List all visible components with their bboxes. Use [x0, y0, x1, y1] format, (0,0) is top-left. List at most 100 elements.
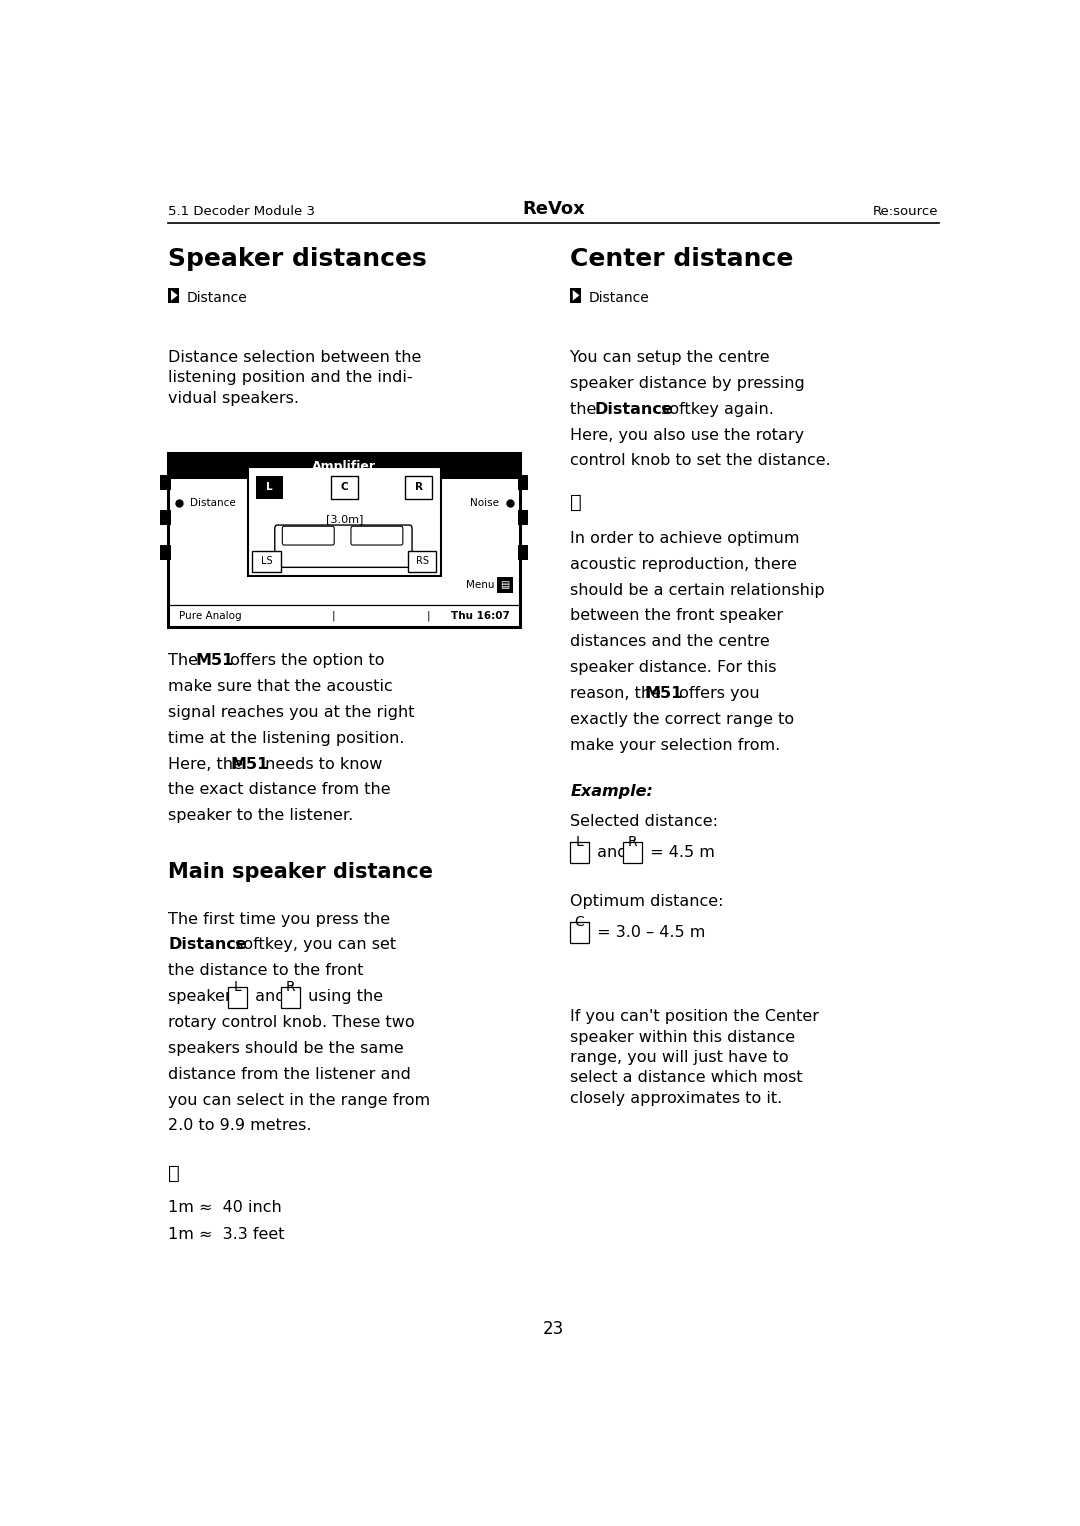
- FancyBboxPatch shape: [408, 551, 436, 572]
- Text: = 3.0 – 4.5 m: = 3.0 – 4.5 m: [592, 925, 705, 940]
- Text: [3.0m]: [3.0m]: [325, 514, 363, 525]
- Text: using the: using the: [303, 989, 383, 1004]
- Text: 1m ≈  3.3 feet: 1m ≈ 3.3 feet: [168, 1227, 285, 1242]
- Text: Distance: Distance: [190, 497, 237, 508]
- Text: LS: LS: [260, 557, 272, 566]
- FancyBboxPatch shape: [168, 288, 179, 304]
- Text: offers the option to: offers the option to: [226, 653, 384, 668]
- Text: ▤: ▤: [500, 580, 510, 591]
- FancyBboxPatch shape: [623, 842, 642, 864]
- Text: C: C: [575, 916, 584, 929]
- Text: Thu 16:07: Thu 16:07: [451, 610, 510, 621]
- FancyBboxPatch shape: [253, 551, 281, 572]
- Text: Amplifier: Amplifier: [312, 459, 376, 473]
- Text: ⓘ: ⓘ: [570, 493, 582, 513]
- FancyBboxPatch shape: [160, 510, 171, 525]
- Text: Optimum distance:: Optimum distance:: [570, 894, 724, 909]
- Text: ⓘ: ⓘ: [168, 1164, 180, 1183]
- Text: Menu: Menu: [467, 580, 495, 591]
- Text: You can setup the centre: You can setup the centre: [570, 349, 770, 365]
- Text: Here, the: Here, the: [168, 757, 248, 772]
- Text: Center distance: Center distance: [570, 247, 794, 270]
- Text: distance from the listener and: distance from the listener and: [168, 1067, 411, 1082]
- Text: softkey, you can set: softkey, you can set: [230, 937, 395, 952]
- Text: signal reaches you at the right: signal reaches you at the right: [168, 705, 415, 720]
- Text: speaker distance. For this: speaker distance. For this: [570, 661, 777, 674]
- Text: softkey again.: softkey again.: [656, 401, 773, 417]
- Text: R: R: [286, 980, 296, 993]
- Text: and: and: [592, 845, 633, 859]
- Text: = 4.5 m: = 4.5 m: [645, 845, 715, 859]
- Text: 1m ≈  40 inch: 1m ≈ 40 inch: [168, 1199, 282, 1215]
- FancyBboxPatch shape: [517, 545, 528, 560]
- Text: make sure that the acoustic: make sure that the acoustic: [168, 679, 393, 694]
- Text: Distance: Distance: [168, 937, 247, 952]
- FancyBboxPatch shape: [282, 526, 334, 545]
- Text: L: L: [233, 980, 241, 993]
- Text: the: the: [570, 401, 602, 417]
- Text: Here, you also use the rotary: Here, you also use the rotary: [570, 427, 805, 443]
- FancyBboxPatch shape: [160, 475, 171, 490]
- Polygon shape: [171, 290, 178, 301]
- Text: acoustic reproduction, there: acoustic reproduction, there: [570, 557, 797, 572]
- FancyBboxPatch shape: [160, 545, 171, 560]
- Text: speaker to the listener.: speaker to the listener.: [168, 809, 354, 823]
- Text: rotary control knob. These two: rotary control knob. These two: [168, 1015, 415, 1030]
- FancyBboxPatch shape: [168, 453, 521, 479]
- Text: Distance: Distance: [187, 291, 247, 305]
- FancyBboxPatch shape: [570, 842, 589, 864]
- Text: R: R: [627, 835, 637, 850]
- Text: L: L: [267, 482, 273, 493]
- Text: Selected distance:: Selected distance:: [570, 813, 718, 829]
- FancyBboxPatch shape: [570, 922, 589, 943]
- Text: the distance to the front: the distance to the front: [168, 963, 364, 978]
- Text: 5.1 Decoder Module 3: 5.1 Decoder Module 3: [168, 206, 315, 218]
- Text: Noise: Noise: [470, 497, 499, 508]
- Text: you can select in the range from: you can select in the range from: [168, 1093, 431, 1108]
- FancyBboxPatch shape: [274, 525, 413, 568]
- FancyBboxPatch shape: [282, 987, 300, 1009]
- Text: |: |: [332, 610, 336, 621]
- Text: speakers should be the same: speakers should be the same: [168, 1041, 404, 1056]
- Text: |: |: [427, 610, 431, 621]
- FancyBboxPatch shape: [405, 476, 432, 499]
- Text: R: R: [415, 482, 422, 493]
- FancyBboxPatch shape: [517, 510, 528, 525]
- FancyBboxPatch shape: [256, 476, 283, 499]
- Text: M51: M51: [645, 687, 683, 700]
- Text: Speaker distances: Speaker distances: [168, 247, 428, 270]
- Text: the exact distance from the: the exact distance from the: [168, 783, 391, 798]
- Text: exactly the correct range to: exactly the correct range to: [570, 713, 795, 726]
- FancyBboxPatch shape: [168, 453, 521, 627]
- Text: time at the listening position.: time at the listening position.: [168, 731, 405, 746]
- Text: Example:: Example:: [570, 783, 653, 798]
- Text: needs to know: needs to know: [260, 757, 382, 772]
- Text: Distance selection between the
listening position and the indi-
vidual speakers.: Distance selection between the listening…: [168, 349, 422, 406]
- Text: speaker distance by pressing: speaker distance by pressing: [570, 375, 805, 391]
- Text: 2.0 to 9.9 metres.: 2.0 to 9.9 metres.: [168, 1119, 312, 1134]
- Text: Pure Analog: Pure Analog: [178, 610, 241, 621]
- Text: make your selection from.: make your selection from.: [570, 737, 781, 752]
- Text: between the front speaker: between the front speaker: [570, 609, 783, 624]
- FancyBboxPatch shape: [228, 987, 246, 1009]
- Text: Distance: Distance: [589, 291, 649, 305]
- Text: 23: 23: [543, 1320, 564, 1338]
- Text: Distance: Distance: [595, 401, 674, 417]
- FancyBboxPatch shape: [351, 526, 403, 545]
- Text: Main speaker distance: Main speaker distance: [168, 862, 433, 882]
- Text: reason, the: reason, the: [570, 687, 666, 700]
- Text: M51: M51: [230, 757, 269, 772]
- Text: ReVox: ReVox: [522, 200, 585, 218]
- Text: The first time you press the: The first time you press the: [168, 911, 391, 926]
- Text: Re:source: Re:source: [873, 206, 939, 218]
- Text: RS: RS: [416, 557, 429, 566]
- Text: should be a certain relationship: should be a certain relationship: [570, 583, 825, 598]
- Text: distances and the centre: distances and the centre: [570, 635, 770, 650]
- Text: offers you: offers you: [674, 687, 760, 700]
- Text: speakers: speakers: [168, 989, 245, 1004]
- Polygon shape: [572, 290, 580, 301]
- FancyBboxPatch shape: [497, 577, 513, 594]
- FancyBboxPatch shape: [248, 467, 441, 575]
- Text: L: L: [576, 835, 583, 850]
- Text: control knob to set the distance.: control knob to set the distance.: [570, 453, 831, 468]
